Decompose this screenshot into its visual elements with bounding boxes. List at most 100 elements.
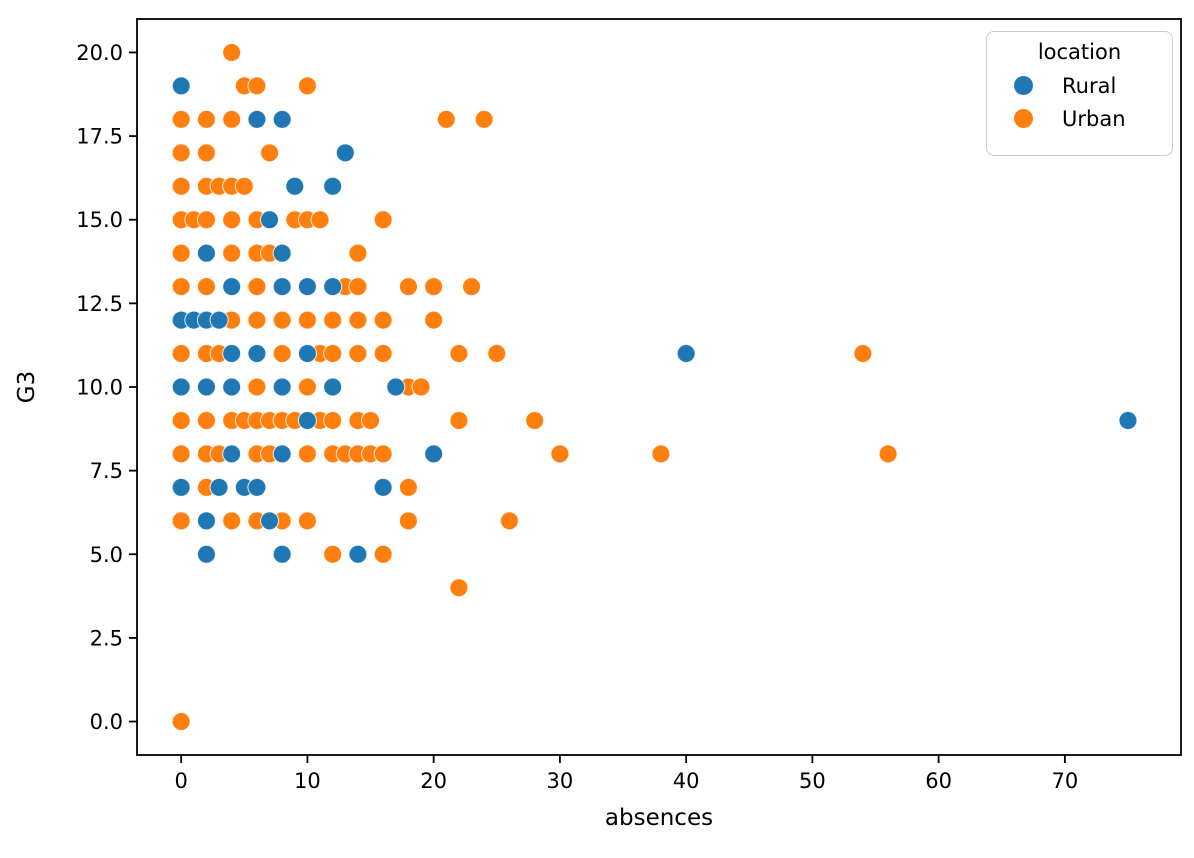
point-urban [398,277,418,297]
point-urban [171,410,191,430]
point-urban [424,310,444,330]
point-urban [361,410,381,430]
point-rural [272,377,292,397]
y-tick-label-1: 2.5 [90,626,123,650]
point-rural [260,210,280,230]
point-urban [323,544,343,564]
point-urban [297,76,317,96]
point-urban [247,310,267,330]
point-urban [474,109,494,129]
legend-entry-urban: Urban [987,106,1172,131]
point-rural [323,377,343,397]
point-urban [297,377,317,397]
point-urban [499,511,519,531]
x-tick-label-6: 60 [925,769,952,793]
point-urban [487,344,507,364]
x-tick-label-7: 70 [1051,769,1078,793]
point-rural [247,109,267,129]
point-urban [373,310,393,330]
point-rural [272,277,292,297]
point-urban [348,243,368,263]
point-urban [272,310,292,330]
point-rural [323,277,343,297]
y-tick-label-5: 12.5 [76,292,123,316]
point-urban [247,76,267,96]
y-tick-label-7: 17.5 [76,125,123,149]
point-urban [171,444,191,464]
x-tick-label-3: 30 [547,769,574,793]
point-urban [222,109,242,129]
rural-marker-icon [1014,76,1033,95]
point-urban [436,109,456,129]
x-tick-label-2: 20 [420,769,447,793]
point-rural [171,76,191,96]
legend-label-urban: Urban [1062,106,1126,131]
point-urban [373,210,393,230]
x-tick-label-0: 0 [174,769,187,793]
point-urban [323,344,343,364]
point-urban [171,176,191,196]
point-urban [196,277,216,297]
x-tick-label-5: 50 [799,769,826,793]
legend-entry-rural: Rural [987,73,1172,98]
point-urban [398,477,418,497]
point-urban [398,511,418,531]
point-urban [171,511,191,531]
x-tick-label-1: 10 [294,769,321,793]
point-urban [171,109,191,129]
point-rural [272,544,292,564]
point-rural [1118,410,1138,430]
point-rural [676,344,696,364]
point-urban [449,344,469,364]
point-urban [297,511,317,531]
x-axis-label: absences [604,805,714,831]
point-urban [411,377,431,397]
y-axis-label: G3 [14,370,40,404]
point-rural [222,277,242,297]
legend-label-rural: Rural [1062,73,1117,98]
point-urban [196,410,216,430]
point-urban [373,444,393,464]
point-rural [247,344,267,364]
point-urban [272,344,292,364]
urban-marker-icon [1014,109,1033,128]
point-urban [525,410,545,430]
y-tick-label-8: 20.0 [76,41,123,65]
point-urban [323,310,343,330]
y-tick-label-6: 15.0 [76,208,123,232]
legend-title: location [1037,40,1122,64]
point-urban [222,42,242,62]
point-urban [171,344,191,364]
point-urban [373,344,393,364]
point-urban [424,277,444,297]
point-urban [171,277,191,297]
point-rural [222,444,242,464]
point-rural [222,377,242,397]
point-rural [209,477,229,497]
point-urban [348,310,368,330]
point-rural [260,511,280,531]
point-rural [323,176,343,196]
point-urban [222,511,242,531]
point-rural [386,377,406,397]
point-rural [196,377,216,397]
point-rural [247,477,267,497]
point-urban [878,444,898,464]
point-urban [234,176,254,196]
point-urban [462,277,482,297]
y-tick-label-3: 7.5 [90,459,123,483]
point-rural [209,310,229,330]
point-rural [424,444,444,464]
point-urban [550,444,570,464]
point-rural [335,143,355,163]
point-rural [272,109,292,129]
point-urban [222,210,242,230]
y-tick-label-0: 0.0 [90,710,123,734]
point-rural [196,243,216,263]
point-rural [171,377,191,397]
point-rural [196,511,216,531]
point-rural [285,176,305,196]
point-urban [222,243,242,263]
